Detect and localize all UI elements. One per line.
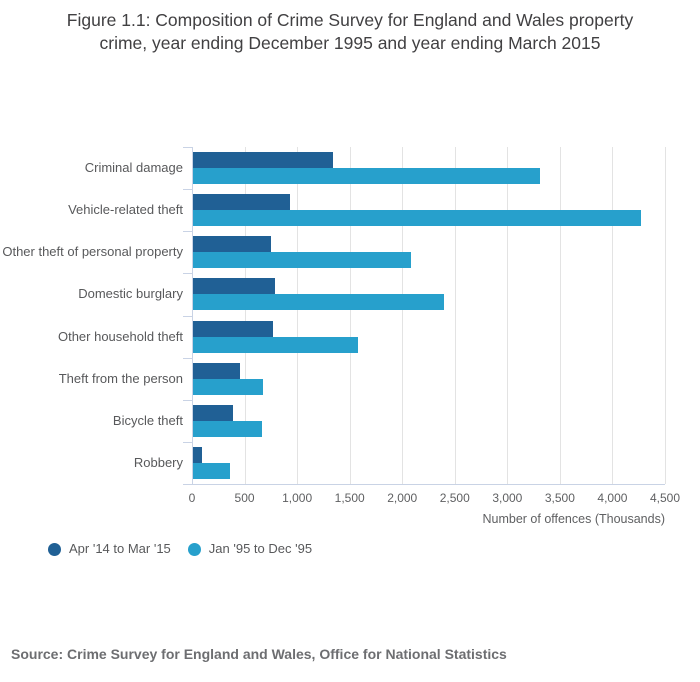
legend-marker-icon (187, 542, 201, 556)
category-label: Domestic burglary (78, 286, 183, 302)
x-axis-label: Number of offences (Thousands) (482, 512, 665, 526)
gridline (507, 147, 509, 484)
bar (193, 362, 241, 379)
chart-title-line1: Figure 1.1: Composition of Crime Survey … (66, 10, 634, 30)
bar (193, 462, 230, 479)
bar (193, 152, 333, 169)
legend-item-jan95-dec95[interactable]: Jan '95 to Dec '95 (187, 541, 313, 557)
gridline (349, 147, 351, 484)
bar (193, 236, 271, 253)
bar (193, 252, 411, 269)
bar (193, 278, 275, 295)
gridline (612, 147, 614, 484)
gridline (402, 147, 404, 484)
gridline (454, 147, 456, 484)
bar (193, 420, 263, 437)
x-tick-label: 4,500 (649, 491, 681, 505)
x-tick-label: 500 (234, 491, 255, 505)
bar (193, 210, 641, 227)
x-tick-label: 1,500 (334, 491, 365, 505)
category-label: Theft from the person (58, 370, 183, 386)
chart-title-line2: crime, year ending December 1995 and yea… (99, 33, 601, 53)
gridline (559, 147, 561, 484)
bar (193, 294, 445, 311)
plot-area (183, 147, 666, 485)
x-tick-label: 2,000 (387, 491, 418, 505)
x-tick-label: 0 (188, 491, 196, 505)
y-axis-tick (183, 147, 192, 148)
legend-label: Jan '95 to Dec '95 (208, 541, 313, 556)
x-tick-label: 2,500 (439, 491, 470, 505)
x-tick-label: 3,000 (492, 491, 523, 505)
x-tick-label: 3,500 (544, 491, 575, 505)
x-axis-line (183, 484, 665, 485)
bar (193, 446, 203, 463)
gridline (665, 147, 666, 484)
gridline (244, 147, 246, 484)
bar (193, 378, 264, 395)
y-axis-line (192, 147, 193, 484)
legend-label: Apr '14 to Mar '15 (69, 541, 171, 556)
legend-marker-icon (48, 542, 61, 556)
x-tick-label: 1,000 (282, 491, 313, 505)
y-axis-tick (183, 231, 192, 233)
category-label: Criminal damage (84, 160, 183, 176)
category-label: Other household theft (57, 328, 183, 344)
y-axis-tick (183, 273, 192, 275)
y-axis-tick (183, 315, 192, 317)
source-note: Source: Crime Survey for England and Wal… (11, 646, 507, 662)
legend-item-apr14-mar15[interactable]: Apr '14 to Mar '15 (48, 541, 171, 557)
category-label: Bicycle theft (112, 412, 183, 428)
chart-title: Figure 1.1: Composition of Crime Survey … (0, 9, 700, 55)
y-axis-tick (183, 189, 192, 191)
bar (193, 320, 273, 337)
bar (193, 168, 540, 185)
y-axis-tick (183, 399, 192, 401)
bar (193, 336, 359, 353)
legend: Apr '14 to Mar '15 Jan '95 to Dec '95 (48, 541, 312, 557)
category-label: Vehicle-related theft (68, 202, 183, 218)
category-label: Robbery (133, 454, 183, 470)
x-tick-label: 4,000 (597, 491, 628, 505)
category-label: Other theft of personal property (2, 244, 183, 260)
y-axis-tick (183, 357, 192, 359)
bar (193, 194, 290, 211)
gridline (297, 147, 299, 484)
bar (193, 404, 233, 421)
y-axis-tick (183, 441, 192, 443)
